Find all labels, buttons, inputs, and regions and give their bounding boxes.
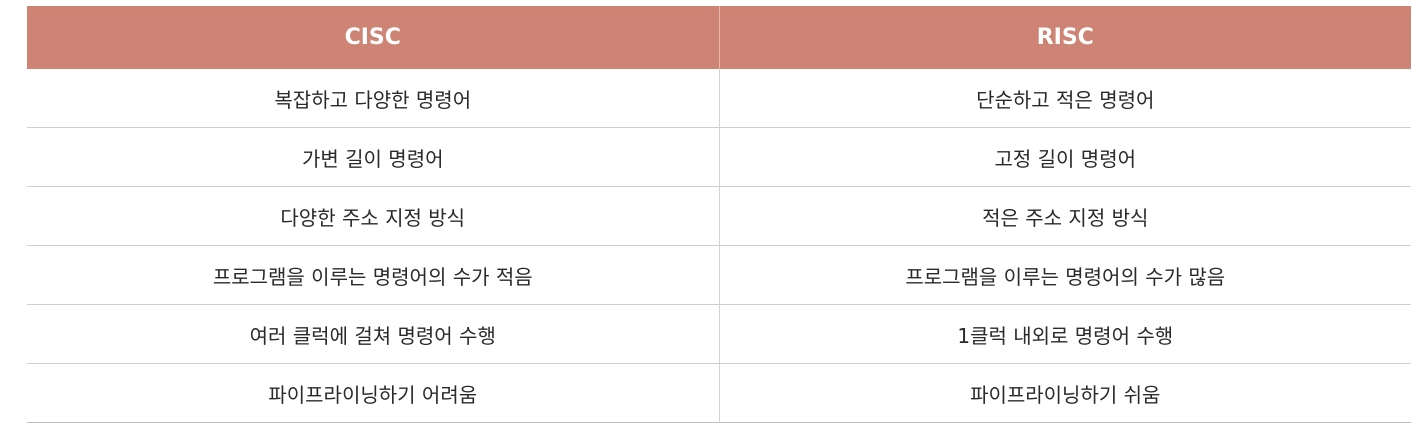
table-row: 여러 클럭에 걸쳐 명령어 수행 1클럭 내외로 명령어 수행 xyxy=(27,304,1411,364)
cell-risc: 단순하고 적은 명령어 xyxy=(719,69,1411,128)
cell-risc: 1클럭 내외로 명령어 수행 xyxy=(719,304,1411,364)
cell-risc: 적은 주소 지정 방식 xyxy=(719,186,1411,246)
cell-risc: 파이프라이닝하기 쉬움 xyxy=(719,363,1411,423)
header-cisc: CISC xyxy=(27,6,720,69)
table-row: 프로그램을 이루는 명령어의 수가 적음 프로그램을 이루는 명령어의 수가 많… xyxy=(27,245,1411,305)
header-row: CISC RISC xyxy=(27,6,1411,69)
cell-risc: 프로그램을 이루는 명령어의 수가 많음 xyxy=(719,245,1411,305)
table-row: 가변 길이 명령어 고정 길이 명령어 xyxy=(27,127,1411,187)
table-row: 파이프라이닝하기 어려움 파이프라이닝하기 쉬움 xyxy=(27,363,1411,423)
cell-cisc: 다양한 주소 지정 방식 xyxy=(27,186,720,246)
cell-risc: 고정 길이 명령어 xyxy=(719,127,1411,187)
table-row: 복잡하고 다양한 명령어 단순하고 적은 명령어 xyxy=(27,69,1411,128)
table-row: 다양한 주소 지정 방식 적은 주소 지정 방식 xyxy=(27,186,1411,246)
cell-cisc: 복잡하고 다양한 명령어 xyxy=(27,69,720,128)
cell-cisc: 프로그램을 이루는 명령어의 수가 적음 xyxy=(27,245,720,305)
cell-cisc: 파이프라이닝하기 어려움 xyxy=(27,363,720,423)
comparison-table: CISC RISC 복잡하고 다양한 명령어 단순하고 적은 명령어 가변 길이… xyxy=(27,6,1411,423)
cell-cisc: 여러 클럭에 걸쳐 명령어 수행 xyxy=(27,304,720,364)
header-risc: RISC xyxy=(719,6,1411,69)
cell-cisc: 가변 길이 명령어 xyxy=(27,127,720,187)
